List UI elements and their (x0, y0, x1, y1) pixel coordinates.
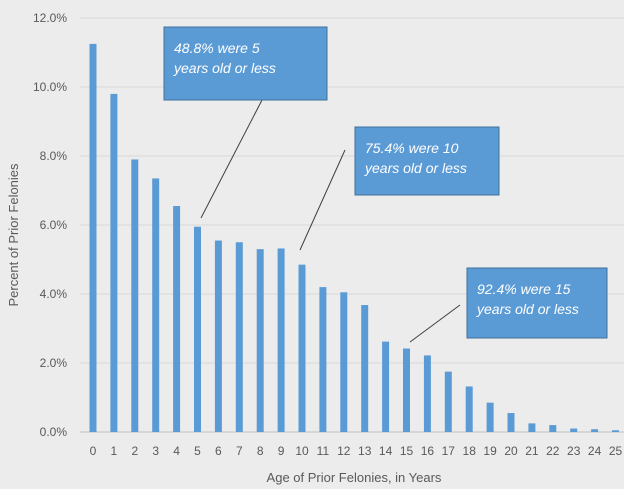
bar (131, 159, 139, 432)
y-tick-label: 8.0% (40, 149, 68, 163)
bar (110, 93, 118, 433)
bars (89, 43, 619, 433)
x-tick-label: 2 (131, 444, 138, 458)
callout-text: years old or less (173, 60, 276, 76)
bar (549, 425, 557, 432)
callout-leader-line (200, 99, 263, 219)
callout-box (163, 26, 328, 101)
x-tick-label: 15 (400, 444, 414, 458)
x-tick-label: 19 (483, 444, 497, 458)
y-axis-ticks: 0.0% 2.0% 4.0% 6.0% 8.0% 10.0% 12.0% (33, 11, 67, 439)
x-tick-label: 22 (546, 444, 560, 458)
bar (570, 428, 578, 432)
x-tick-label: 18 (463, 444, 477, 458)
bar (507, 413, 515, 432)
x-tick-label: 10 (295, 444, 309, 458)
y-tick-label: 6.0% (40, 218, 68, 232)
callout-text: 92.4% were 15 (477, 281, 571, 297)
bar (256, 249, 264, 432)
x-tick-label: 20 (504, 444, 518, 458)
y-tick-label: 4.0% (40, 287, 68, 301)
bar (298, 264, 306, 432)
x-tick-label: 23 (567, 444, 581, 458)
bar (173, 206, 181, 432)
x-tick-label: 7 (236, 444, 243, 458)
y-tick-label: 0.0% (40, 425, 68, 439)
x-tick-label: 3 (152, 444, 159, 458)
x-tick-label: 21 (525, 444, 539, 458)
y-tick-label: 2.0% (40, 356, 68, 370)
gridlines (80, 17, 624, 433)
x-tick-label: 1 (111, 444, 118, 458)
bar (403, 348, 410, 432)
x-tick-label: 5 (194, 444, 201, 458)
x-tick-label: 12 (337, 444, 351, 458)
x-tick-label: 6 (215, 444, 222, 458)
callout-text: 75.4% were 10 (365, 140, 459, 156)
bar (340, 292, 348, 432)
callout-leader-line (299, 149, 346, 251)
y-tick-label: 10.0% (33, 80, 67, 94)
bar (277, 248, 285, 432)
x-tick-label: 11 (317, 444, 330, 458)
y-axis-label: Percent of Prior Felonies (6, 163, 21, 307)
callout-box (466, 267, 608, 339)
bar (152, 178, 160, 432)
x-tick-label: 0 (90, 444, 97, 458)
bar (591, 429, 599, 432)
x-tick-label: 9 (278, 444, 285, 458)
x-tick-label: 14 (379, 444, 393, 458)
bar (612, 430, 619, 432)
x-axis-label: Age of Prior Felonies, in Years (267, 470, 442, 485)
bar (444, 371, 452, 432)
bar (361, 305, 369, 432)
x-tick-label: 17 (442, 444, 456, 458)
bar (465, 386, 473, 432)
bar (528, 423, 536, 432)
x-tick-label: 13 (358, 444, 372, 458)
x-tick-label: 4 (173, 444, 180, 458)
bar (194, 226, 201, 432)
x-tick-label: 25 (609, 444, 623, 458)
callout-leader-line (409, 304, 461, 343)
bar (382, 341, 390, 432)
callout-text: 48.8% were 5 (174, 40, 260, 56)
y-tick-label: 12.0% (33, 11, 67, 25)
bar (214, 240, 222, 432)
bar (235, 242, 243, 432)
callout-text: years old or less (476, 301, 579, 317)
bar (423, 355, 431, 432)
annotations: 48.8% were 5 years old or less 75.4% were … (163, 26, 608, 343)
bar (89, 43, 97, 432)
bar (319, 287, 327, 432)
x-tick-label: 16 (421, 444, 435, 458)
x-tick-label: 8 (257, 444, 264, 458)
x-axis-ticks: 0 1 2 3 4 5 6 7 8 9 10 11 12 13 14 15 16 17 18 19 20 21 22 23 24… (90, 444, 623, 458)
callout-box (354, 126, 500, 196)
x-tick-label: 24 (588, 444, 602, 458)
bar (486, 402, 494, 432)
callout-text: years old or less (364, 160, 467, 176)
